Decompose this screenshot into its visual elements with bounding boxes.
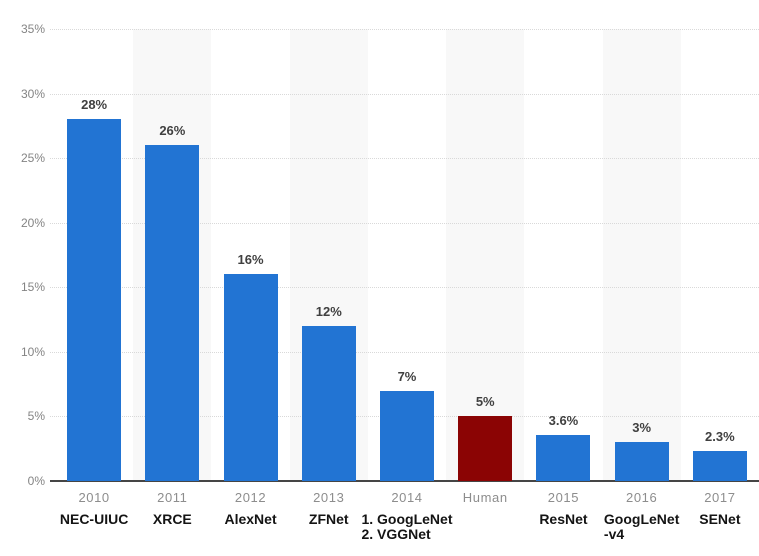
- model-name-text: NEC-UIUC: [59, 511, 129, 527]
- bar-2014[interactable]: [380, 390, 434, 481]
- plot-band: [446, 29, 525, 481]
- x-axis-category-label: 2010: [78, 490, 110, 505]
- y-axis-tick-label: 30%: [20, 86, 45, 101]
- bar-2015[interactable]: [536, 434, 591, 481]
- x-axis-category-label: 2012: [234, 490, 267, 505]
- y-axis-tick-label: 5%: [27, 409, 45, 424]
- y-gridline: [50, 158, 759, 160]
- y-gridline: [50, 29, 759, 30]
- model-name-label: AlexNet: [203, 512, 297, 527]
- x-axis-category-label: 2016: [625, 490, 658, 505]
- bar-value-label: 3%: [632, 420, 652, 436]
- bar-value-label: 2.3%: [705, 429, 735, 445]
- x-axis-category-label: 2013: [313, 490, 345, 505]
- bar-value-label: 12%: [315, 304, 342, 320]
- x-axis-line: [50, 480, 759, 482]
- y-axis-tick-label: 10%: [20, 344, 45, 359]
- model-name-text: GoogLeNet -v4: [603, 511, 680, 542]
- model-name-label: SENet: [673, 512, 759, 527]
- x-axis-category-label: 2011: [157, 490, 188, 505]
- model-name-text: AlexNet: [224, 511, 277, 527]
- y-axis-tick-label: 0%: [27, 474, 45, 488]
- y-axis-tick-label: 15%: [20, 280, 45, 295]
- bar-human[interactable]: [458, 416, 513, 481]
- bar-value-label: 28%: [81, 97, 108, 113]
- y-axis-tick-label: 25%: [20, 151, 45, 166]
- y-gridline: [50, 351, 759, 353]
- x-axis-category-label: 2014: [391, 490, 423, 505]
- model-name-label: ResNet: [516, 512, 610, 527]
- bar-value-label: 5%: [475, 394, 495, 410]
- bar-2016[interactable]: [614, 442, 669, 481]
- bar-2011[interactable]: [145, 145, 200, 481]
- bar-value-label: 26%: [159, 123, 186, 139]
- model-name-text: XRCE: [152, 511, 192, 527]
- y-axis-tick-label: 35%: [20, 22, 45, 36]
- model-name-text: SENet: [699, 511, 741, 527]
- plot-band: [602, 29, 681, 481]
- bar-2017[interactable]: [692, 451, 747, 481]
- x-axis-category-label: 2015: [547, 490, 580, 505]
- bar-2010[interactable]: [67, 119, 122, 481]
- x-axis-category-label: 2017: [704, 490, 736, 505]
- x-axis-category-label: Human: [462, 490, 508, 505]
- model-name-label: GoogLeNet -v4: [595, 512, 689, 542]
- y-gridline: [50, 93, 759, 95]
- model-name-text: 1. GoogLeNet 2. VGGNet: [361, 511, 453, 542]
- model-name-label: 1. GoogLeNet 2. VGGNet: [360, 512, 454, 542]
- model-name-text: ResNet: [539, 511, 588, 527]
- bar-value-label: 7%: [397, 368, 417, 384]
- y-gridline: [50, 287, 759, 289]
- bar-2012[interactable]: [223, 274, 278, 481]
- bar-2013[interactable]: [301, 326, 356, 481]
- bar-value-label: 3.6%: [548, 412, 579, 428]
- model-name-text: ZFNet: [308, 511, 349, 527]
- y-gridline: [50, 222, 759, 224]
- y-axis-tick-label: 20%: [20, 215, 45, 230]
- model-name-label: NEC-UIUC: [47, 512, 141, 527]
- model-name-label: ZFNet: [282, 512, 376, 527]
- model-name-label: XRCE: [125, 512, 219, 527]
- bar-value-label: 16%: [237, 252, 264, 268]
